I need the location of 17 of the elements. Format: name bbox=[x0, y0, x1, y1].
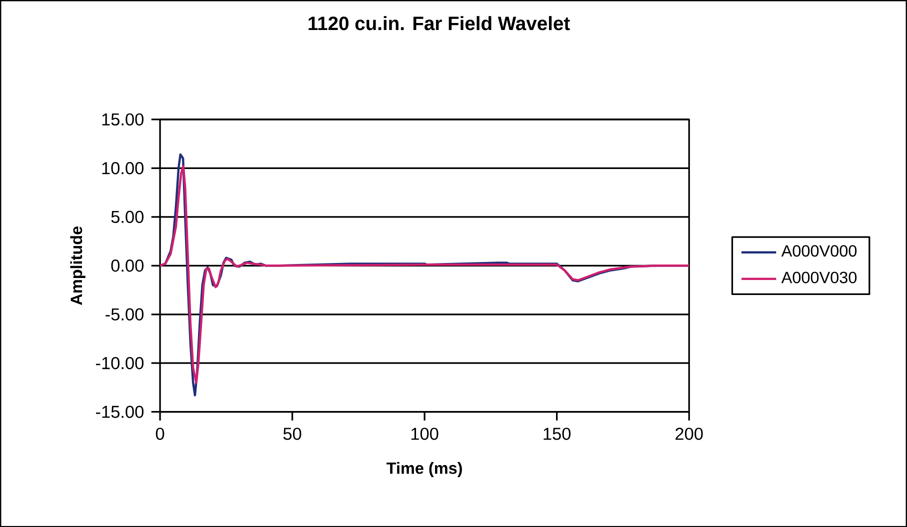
y-tick-label: 5.00 bbox=[111, 210, 144, 223]
x-tick-label: 200 bbox=[676, 428, 703, 440]
y-tick-label: -5.00 bbox=[106, 308, 144, 320]
chart-title: 1120 cu.in. Far Field Wavelet bbox=[308, 16, 570, 30]
x-tick-label: 0 bbox=[156, 428, 164, 440]
x-tick-label: 50 bbox=[283, 428, 302, 440]
y-tick-label: 0.00 bbox=[111, 259, 144, 272]
y-tick-label: 10.00 bbox=[102, 162, 144, 174]
y-tick-label: -10.00 bbox=[96, 356, 144, 370]
y-tick-label: -15.00 bbox=[96, 406, 144, 418]
x-tick-label: 100 bbox=[411, 428, 438, 440]
y-tick-label: 15.00 bbox=[102, 113, 144, 126]
x-tick-label: 150 bbox=[544, 428, 571, 440]
legend-label: A000V030 bbox=[781, 272, 857, 284]
x-axis-title: Time (ms) bbox=[386, 462, 462, 478]
y-axis-title: Amplitude bbox=[70, 226, 86, 305]
legend-label: A000V000 bbox=[781, 245, 857, 257]
